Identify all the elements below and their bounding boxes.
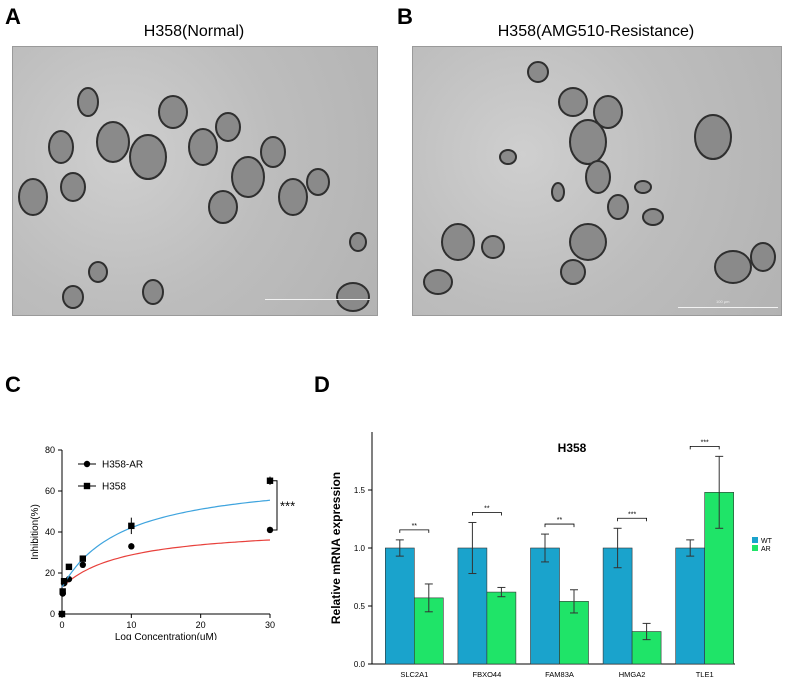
panel-letter-a: A [5,4,21,29]
bar-WT [530,547,560,665]
legend-label: AR [761,546,771,553]
x-tick-label: FBXO44 [473,670,502,679]
significance-bracket [689,445,720,450]
y-tick-label: 0.5 [354,602,366,611]
significance-label: *** [701,439,709,446]
significance-bracket [399,529,430,533]
bar-WT [385,547,415,665]
x-tick-label: 20 [196,620,206,630]
x-tick-label: TLE1 [696,670,714,679]
significance-label: ** [412,523,418,530]
y-tick-label: 0 [50,609,55,619]
y-tick-label: 80 [45,445,55,455]
x-tick-label: 30 [265,620,275,630]
data-point-H358 [266,477,274,484]
data-point-H358 [60,578,68,585]
y-tick-label: 20 [45,568,55,578]
y-tick-label: 1.5 [354,486,366,495]
panel-a-title: H358(Normal) [143,23,245,40]
y-axis-label: Inhibition(%) [30,504,41,560]
data-point-H358 [58,610,66,618]
micrograph-resistance: 100 μm [412,46,782,316]
panel-letter-d: D [314,372,330,397]
significance-bracket [272,480,278,531]
x-tick-label: FAM83A [545,670,574,679]
y-tick-label: 60 [45,486,55,496]
significance-label: *** [280,498,295,513]
significance-label: *** [628,511,636,518]
significance-label: ** [484,505,490,512]
fit-curve-H358-AR [61,539,271,588]
micrograph-resistance-cells [423,61,776,295]
x-axis-label: Log Concentration(uM) [115,632,217,640]
chart-title: H358 [558,441,587,455]
chart-d: 0.0 0.5 1.0 1.5 Relative mRNA expression H358… [329,432,773,679]
legend-swatch [752,537,758,543]
x-tick-label: 10 [126,620,136,630]
significance-bracket [617,517,647,522]
y-tick-label: 40 [45,527,55,537]
significance-bracket [472,512,502,516]
y-tick-label: 0.0 [354,660,366,669]
data-point-H358 [65,563,73,571]
panel-b-title: H358(AMG510-Resistance) [497,23,695,40]
micrograph-normal [12,46,378,316]
legend-marker [83,482,91,490]
bar-WT [675,547,706,665]
significance-label: ** [557,517,563,524]
data-point-H358-AR [266,526,274,534]
significance-bracket [544,523,575,528]
bar-AR [486,591,517,665]
scale-bar-b [678,307,778,308]
data-point-H358 [128,522,135,530]
data-point-H358 [59,588,66,595]
scale-label-b: 100 μm [716,299,730,304]
legend-label: H358 [102,482,126,493]
data-point-H358-AR [128,543,135,550]
data-point-H358 [79,555,86,562]
y-axis-label: Relative mRNA expression [329,472,343,624]
micrograph-normal-cells [18,87,370,312]
x-tick-label: 0 [59,620,64,630]
scale-bar-a [265,299,370,300]
panel-letter-b: B [397,4,413,29]
panel-letter-c: C [5,372,21,397]
y-tick-label: 1.0 [354,544,366,553]
legend-marker [83,460,91,468]
legend-label: WT [761,538,773,545]
fit-curve-H358 [61,499,271,588]
legend-label: H358-AR [102,460,143,471]
chart-c: 0 20 40 60 80 0 10 20 30 Log Concentration(uM) Inh… [30,445,295,640]
legend-swatch [752,545,758,551]
x-tick-label: HMGA2 [619,670,646,679]
x-tick-label: SLC2A1 [400,670,428,679]
data-point-H358-AR [79,561,87,568]
